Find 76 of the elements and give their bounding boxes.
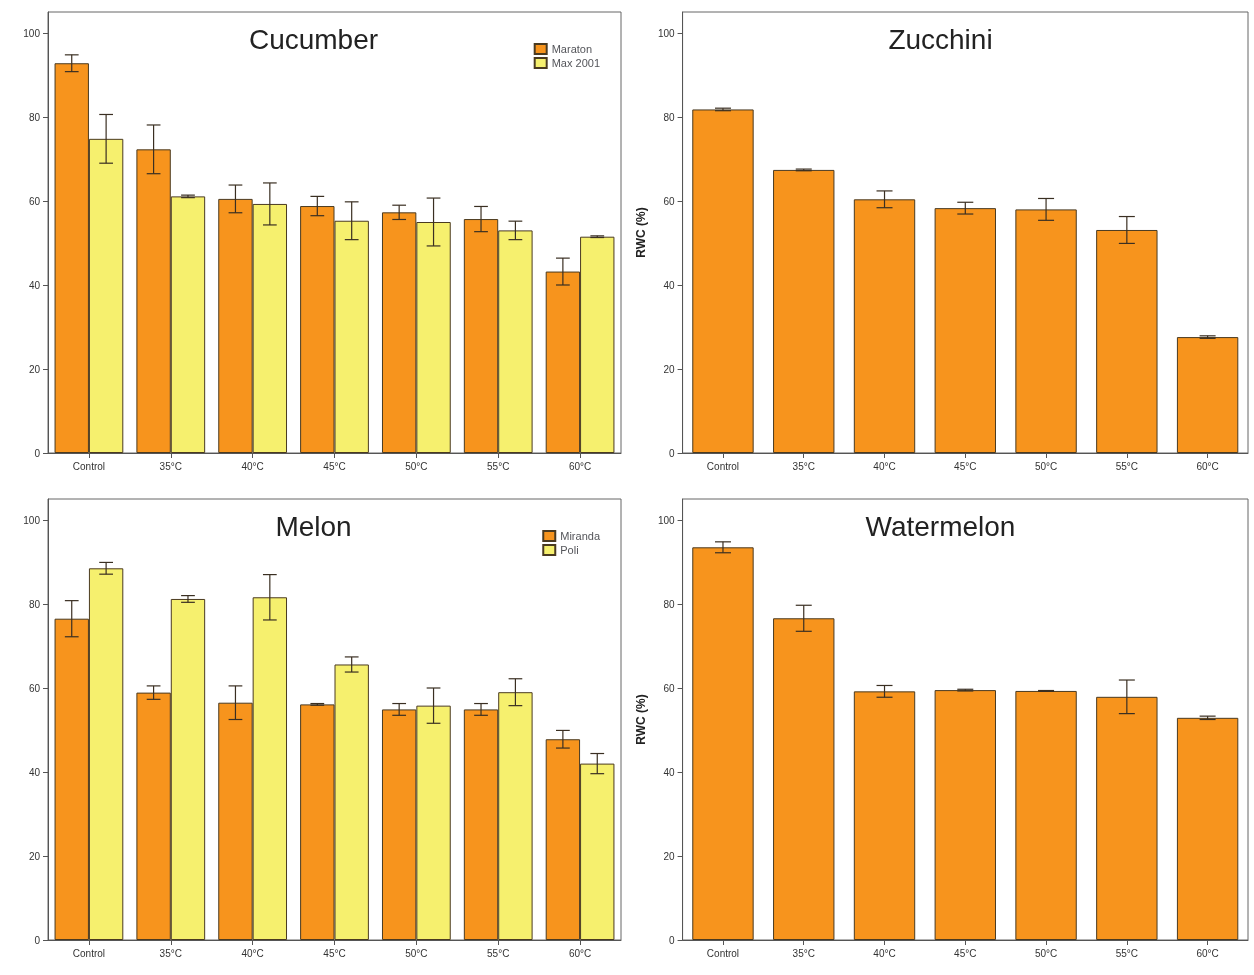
y-tick-label: 0 bbox=[34, 934, 41, 946]
y-tick-label: 60 bbox=[663, 195, 676, 207]
bar bbox=[773, 169, 835, 453]
y-tick-label: 60 bbox=[28, 682, 41, 694]
bar bbox=[934, 208, 996, 453]
bar bbox=[1096, 696, 1158, 940]
x-tick-label: 55°C bbox=[1115, 460, 1139, 472]
chart-title: Melon bbox=[275, 510, 352, 542]
legend-label: Poli bbox=[560, 544, 579, 556]
x-tick-label: 35°C bbox=[792, 947, 815, 959]
y-tick-label: 20 bbox=[663, 850, 676, 862]
y-tick-label: 40 bbox=[663, 766, 676, 778]
bar bbox=[1176, 717, 1239, 940]
legend-label: Maraton bbox=[551, 43, 593, 55]
y-tick-label: 80 bbox=[28, 598, 41, 610]
y-tick-label: 20 bbox=[28, 850, 41, 862]
bar bbox=[692, 547, 754, 940]
x-tick-label: 35°C bbox=[159, 460, 182, 472]
x-tick-label: 40°C bbox=[241, 460, 264, 472]
x-tick-label: 40°C bbox=[873, 460, 896, 472]
x-tick-label: 45°C bbox=[954, 947, 977, 959]
bar bbox=[692, 109, 754, 453]
x-tick-label: 60°C bbox=[1196, 460, 1219, 472]
bar bbox=[853, 199, 916, 453]
x-tick-label: 50°C bbox=[405, 460, 428, 472]
legend-label: Max 2001 bbox=[551, 57, 600, 69]
x-tick-label: 50°C bbox=[1034, 460, 1058, 472]
x-tick-label: Control bbox=[72, 460, 106, 472]
bar bbox=[1176, 337, 1239, 453]
x-tick-label: 45°C bbox=[954, 460, 977, 472]
y-tick-label: 0 bbox=[669, 934, 676, 946]
x-tick-label: Control bbox=[72, 947, 106, 959]
legend-label: Miranda bbox=[560, 530, 601, 542]
bar bbox=[853, 691, 916, 940]
x-tick-label: 55°C bbox=[487, 460, 510, 472]
x-tick-label: 35°C bbox=[792, 460, 815, 472]
y-axis-title: RWC (%) bbox=[634, 694, 648, 745]
x-tick-label: Control bbox=[706, 947, 740, 959]
y-tick-label: 20 bbox=[663, 363, 676, 375]
x-tick-label: 50°C bbox=[405, 947, 428, 959]
y-tick-label: 40 bbox=[28, 279, 41, 291]
y-tick-label: 100 bbox=[657, 27, 676, 39]
y-axis-title: RWC (%) bbox=[634, 207, 648, 258]
x-tick-label: 50°C bbox=[1034, 947, 1058, 959]
bar bbox=[1096, 229, 1158, 453]
x-tick-label: 60°C bbox=[568, 947, 592, 959]
bar bbox=[934, 690, 996, 940]
bar bbox=[1015, 690, 1077, 940]
x-tick-label: 35°C bbox=[159, 947, 182, 959]
y-tick-label: 80 bbox=[663, 111, 676, 123]
chart-title: Zucchini bbox=[888, 23, 993, 55]
bar bbox=[1015, 209, 1077, 453]
y-tick-label: 40 bbox=[28, 766, 41, 778]
x-tick-label: 40°C bbox=[241, 947, 264, 959]
y-tick-label: 20 bbox=[28, 363, 41, 375]
chart-title: Watermelon bbox=[865, 510, 1016, 542]
x-tick-label: 60°C bbox=[1196, 947, 1219, 959]
y-tick-label: 80 bbox=[28, 111, 41, 123]
x-tick-label: 45°C bbox=[323, 947, 346, 959]
y-tick-label: 40 bbox=[663, 279, 676, 291]
y-tick-label: 80 bbox=[663, 598, 676, 610]
y-tick-label: 60 bbox=[663, 682, 676, 694]
x-tick-label: Control bbox=[706, 460, 740, 472]
y-tick-label: 100 bbox=[23, 27, 41, 39]
x-tick-label: 40°C bbox=[873, 947, 896, 959]
y-tick-label: 0 bbox=[669, 447, 676, 459]
x-tick-label: 55°C bbox=[487, 947, 510, 959]
bar bbox=[773, 618, 835, 940]
y-tick-label: 60 bbox=[28, 195, 41, 207]
y-tick-label: 0 bbox=[34, 447, 41, 459]
x-tick-label: 45°C bbox=[323, 460, 346, 472]
x-tick-label: 55°C bbox=[1115, 947, 1139, 959]
x-tick-label: 60°C bbox=[568, 460, 592, 472]
y-tick-label: 100 bbox=[23, 514, 41, 526]
y-tick-label: 100 bbox=[657, 514, 676, 526]
chart-title: Cucumber bbox=[248, 23, 379, 55]
